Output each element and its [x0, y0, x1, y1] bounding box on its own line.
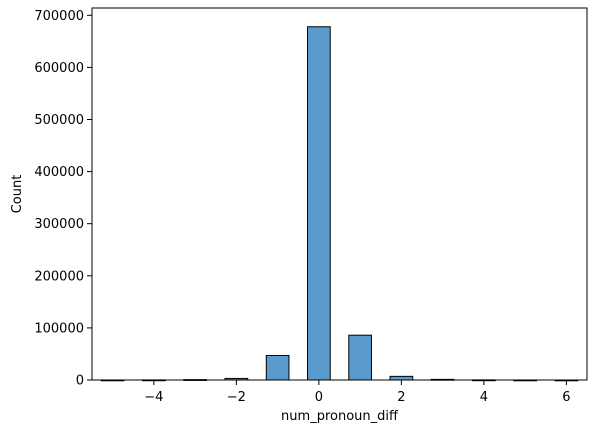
- x-tick-label: −4: [144, 390, 163, 405]
- bar-2: [389, 375, 414, 381]
- bar-0: [307, 26, 331, 381]
- bar--1: [265, 355, 290, 381]
- y-axis: 0 100000 200000 300000 400000 500000 600000 700…: [34, 9, 92, 389]
- y-tick-label: 500000: [34, 113, 84, 128]
- bar-1: [348, 334, 372, 381]
- x-tick-label: 6: [562, 390, 570, 405]
- x-axis: −4 −2 0 2 4 6: [144, 380, 571, 405]
- x-tick-label: 4: [480, 390, 488, 405]
- y-tick-label: 400000: [34, 165, 84, 180]
- y-axis-label: Count: [10, 175, 25, 214]
- y-tick-label: 700000: [34, 9, 84, 24]
- x-tick-label: 0: [315, 390, 323, 405]
- y-tick-label: 0: [76, 374, 84, 389]
- plot-frame: [91, 7, 588, 381]
- bars-group: [100, 26, 579, 382]
- x-tick-label: 2: [397, 390, 405, 405]
- y-tick-label: 300000: [34, 217, 84, 232]
- x-tick-label: −2: [227, 390, 246, 405]
- y-tick-label: 200000: [34, 269, 84, 284]
- x-axis-label: num_pronoun_diff: [281, 409, 399, 424]
- y-tick-label: 100000: [34, 321, 84, 336]
- y-tick-label: 600000: [34, 61, 84, 76]
